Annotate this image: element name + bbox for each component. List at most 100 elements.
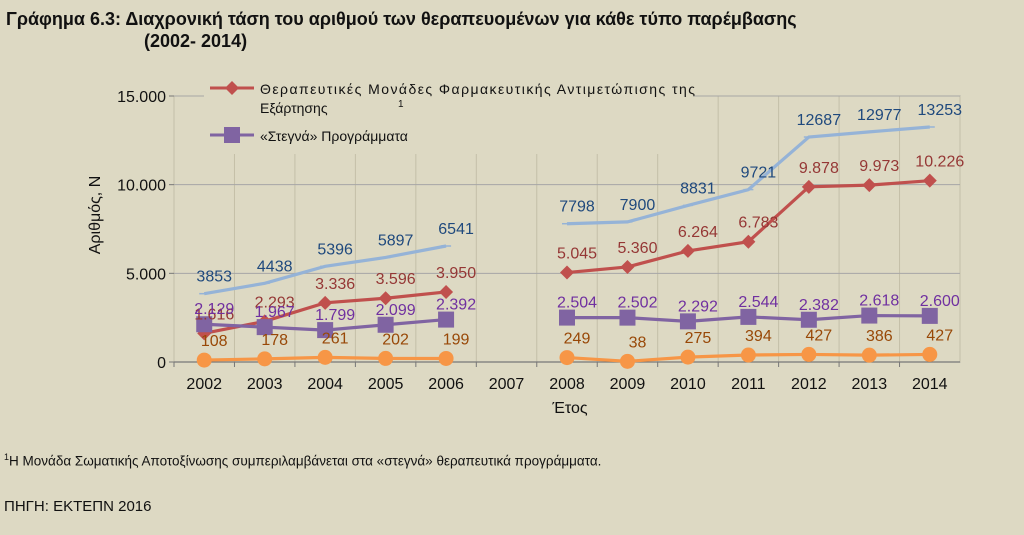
footnote-mark: 1 [4,452,10,462]
legend-box [204,74,694,154]
other-point [619,353,635,369]
other-point [559,350,575,366]
x-tick-label: 2009 [610,376,646,393]
x-tick-label: 2010 [670,376,706,393]
pharma-point [741,234,756,249]
total-data-label: 7900 [620,197,656,214]
dry-point [196,316,213,333]
legend-marker-dry [224,127,240,143]
dry-data-label: 2.618 [859,293,899,310]
pharma-point [439,284,454,299]
x-tick-label: 2005 [368,376,404,393]
other-point [680,349,696,365]
dry-point [438,311,455,328]
total-data-label: 6541 [438,221,474,238]
dry-point [317,322,334,339]
x-tick-label: 2003 [247,376,283,393]
title-line-2: (2002- 2014) [144,31,248,51]
pharma-data-label: 5.360 [617,240,657,257]
x-tick-label: 2006 [428,376,464,393]
pharma-point [318,295,333,310]
other-data-label: 202 [382,331,409,348]
pharma-point [378,291,393,306]
dry-data-label: 2.129 [194,301,234,318]
footnote: 1Η Μονάδα Σωματικής Αποτοξίνωσης συμπερι… [4,452,601,469]
legend-marker-pharma [225,81,239,95]
pharma-point [862,178,877,193]
dry-point [559,309,575,326]
pharma-point [620,259,635,274]
other-point [861,347,877,363]
legend-label-pharma-line2: Εξάρτησης [260,100,328,116]
dry-point [861,307,878,324]
pharma-point [560,265,574,280]
x-axis-title: Έτος [551,400,588,417]
x-tick-label: 2004 [307,376,343,393]
other-data-label: 427 [805,327,832,344]
total-data-label: 7798 [559,199,595,216]
pharma-data-label: 1.616 [194,306,234,323]
dry-data-label: 2.502 [617,295,657,312]
x-tick-label: 2007 [489,376,525,393]
pharma-data-label: 9.973 [859,158,899,175]
other-data-label: 386 [866,328,893,345]
x-tick-label: 2014 [912,376,948,393]
other-point [922,346,938,362]
total-data-label: 5897 [378,232,414,249]
y-tick-label: 10.000 [117,178,166,195]
other-point [378,350,394,366]
pharma-data-label: 6.264 [678,224,718,241]
total-data-label: 13253 [918,102,963,119]
other-data-label: 38 [629,334,647,351]
pharma-data-label: 3.596 [376,271,416,288]
dry-point [679,313,696,330]
other-data-label: 249 [564,331,591,348]
x-tick-label: 2002 [186,376,222,393]
dry-data-label: 2.392 [436,297,476,314]
other-data-label: 394 [745,328,772,345]
other-point [438,350,454,366]
chart-title: Γράφημα 6.3: Διαχρονική τάση του αριθμού… [6,8,1006,52]
total-data-label: 3853 [196,269,232,286]
dry-point [256,319,273,336]
other-data-label: 427 [926,327,953,344]
x-tick-label: 2008 [549,376,585,393]
x-tick-label: 2011 [731,376,766,393]
pharma-data-label: 3.336 [315,276,355,293]
y-tick-label: 5.000 [126,266,166,283]
pharma-data-label: 3.950 [436,265,476,282]
x-tick-label: 2012 [791,376,827,393]
total-data-label: 12687 [797,112,842,129]
dry-data-label: 1.967 [255,304,295,321]
y-tick-label: 0 [157,355,166,372]
dry-data-label: 2.382 [799,297,839,314]
other-data-label: 178 [261,332,288,349]
footnote-text: Η Μονάδα Σωματικής Αποτοξίνωσης συμπεριλ… [9,453,602,469]
total-data-label: 12977 [857,107,902,124]
dry-data-label: 1.799 [315,307,355,324]
title-line-1: Γράφημα 6.3: Διαχρονική τάση του αριθμού… [6,9,797,29]
legend-footnote-mark: 1 [398,99,404,110]
pharma-data-label: 5.045 [557,246,597,263]
line-chart: 0 5.000 10.000 15.000 2002 2003 2004 2005 2006 20… [60,72,970,420]
dry-data-label: 2.504 [557,295,597,312]
other-data-label: 199 [443,331,470,348]
pharma-data-label: 10.226 [915,154,964,171]
other-point [196,352,212,368]
x-tick-label: 2013 [852,376,888,393]
pharma-data-label: 9.878 [799,160,839,177]
dry-point [921,307,938,324]
dry-point [800,311,817,328]
total-data-label: 4438 [257,258,293,275]
other-point [801,346,817,362]
legend-label-pharma-line1: Θεραπευτικές Μονάδες Φαρμακευτικής Αντιμ… [260,81,695,97]
other-point [257,351,273,367]
legend-label-dry: «Στεγνά» Προγράμματα [260,128,408,144]
dry-data-label: 2.099 [376,302,416,319]
other-point [740,347,756,363]
dry-data-label: 2.544 [738,294,778,311]
pharma-point [922,173,937,188]
dry-data-label: 2.292 [678,298,718,315]
total-data-label: 5396 [317,241,353,258]
pharma-data-label: 6.783 [738,215,778,232]
